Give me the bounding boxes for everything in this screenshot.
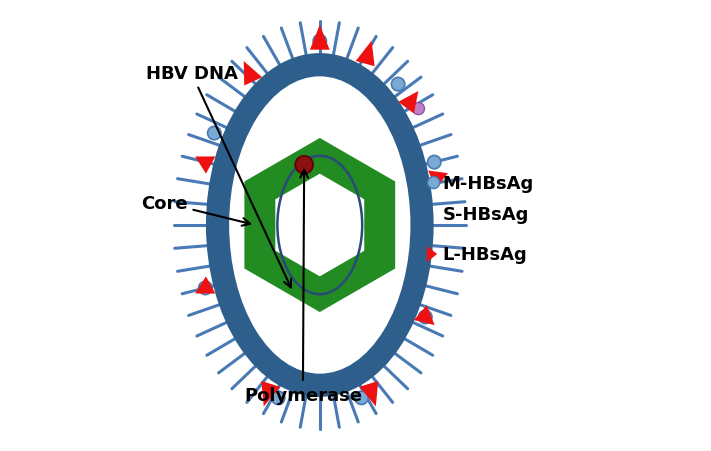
Polygon shape (427, 246, 437, 262)
Ellipse shape (206, 54, 434, 397)
Text: M-HBsAg: M-HBsAg (442, 174, 534, 192)
Text: HBV DNA: HBV DNA (146, 65, 291, 288)
Polygon shape (428, 171, 448, 189)
Circle shape (427, 156, 441, 170)
Circle shape (272, 391, 285, 405)
Polygon shape (262, 381, 280, 407)
Polygon shape (195, 157, 215, 174)
Text: Core: Core (141, 194, 250, 226)
Ellipse shape (229, 77, 410, 374)
Polygon shape (195, 277, 215, 294)
Polygon shape (414, 306, 434, 326)
Text: L-HBsAg: L-HBsAg (442, 245, 528, 263)
Circle shape (427, 177, 439, 189)
Circle shape (391, 78, 405, 92)
Ellipse shape (167, 15, 472, 436)
Polygon shape (360, 381, 378, 407)
Polygon shape (398, 92, 418, 114)
Polygon shape (275, 174, 364, 277)
Text: S-HBsAg: S-HBsAg (442, 205, 529, 223)
Circle shape (198, 281, 212, 295)
Circle shape (412, 103, 424, 115)
Text: Polymerase: Polymerase (244, 170, 362, 404)
Polygon shape (244, 62, 262, 86)
Circle shape (295, 156, 313, 174)
Circle shape (208, 127, 221, 140)
Circle shape (313, 35, 326, 49)
Polygon shape (310, 26, 330, 51)
Polygon shape (245, 138, 395, 313)
Circle shape (419, 311, 432, 324)
Circle shape (355, 391, 368, 405)
Polygon shape (356, 41, 375, 67)
